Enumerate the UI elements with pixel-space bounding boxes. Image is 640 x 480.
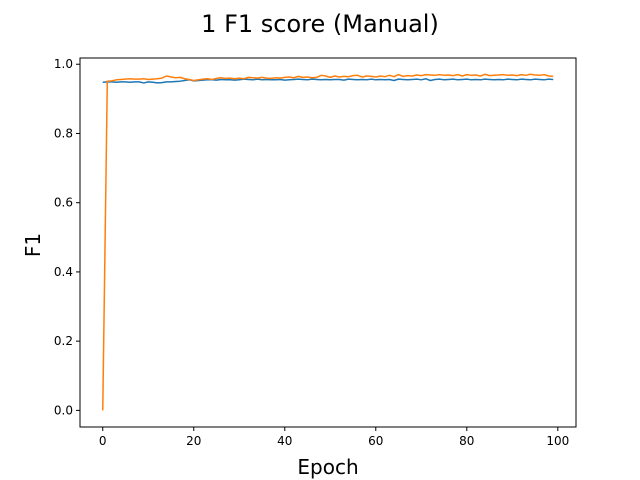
- y-axis: 0.0 0.2 0.4 0.6 0.8 1.0: [54, 57, 80, 417]
- y-tick-label: 0.8: [54, 126, 73, 140]
- y-axis-label: F1: [21, 233, 45, 257]
- x-axis: 0 20 40 60 80 100: [99, 427, 569, 448]
- x-tick-label: 60: [368, 434, 383, 448]
- x-tick-label: 100: [546, 434, 569, 448]
- series-layer: [102, 73, 554, 411]
- x-tick-label: 0: [99, 434, 107, 448]
- series-line-2: [102, 73, 554, 411]
- x-tick-label: 40: [277, 434, 292, 448]
- chart-title: 1 F1 score (Manual): [201, 10, 439, 38]
- series-line-1: [102, 78, 554, 84]
- y-tick-label: 1.0: [54, 57, 73, 71]
- y-tick-label: 0.6: [54, 196, 73, 210]
- y-tick-label: 0.2: [54, 334, 73, 348]
- y-tick-label: 0.4: [54, 265, 73, 279]
- plot-frame: [79, 57, 577, 428]
- y-tick-label: 0.0: [54, 403, 73, 417]
- x-tick-label: 80: [459, 434, 474, 448]
- x-axis-label: Epoch: [297, 455, 358, 479]
- x-tick-label: 20: [186, 434, 201, 448]
